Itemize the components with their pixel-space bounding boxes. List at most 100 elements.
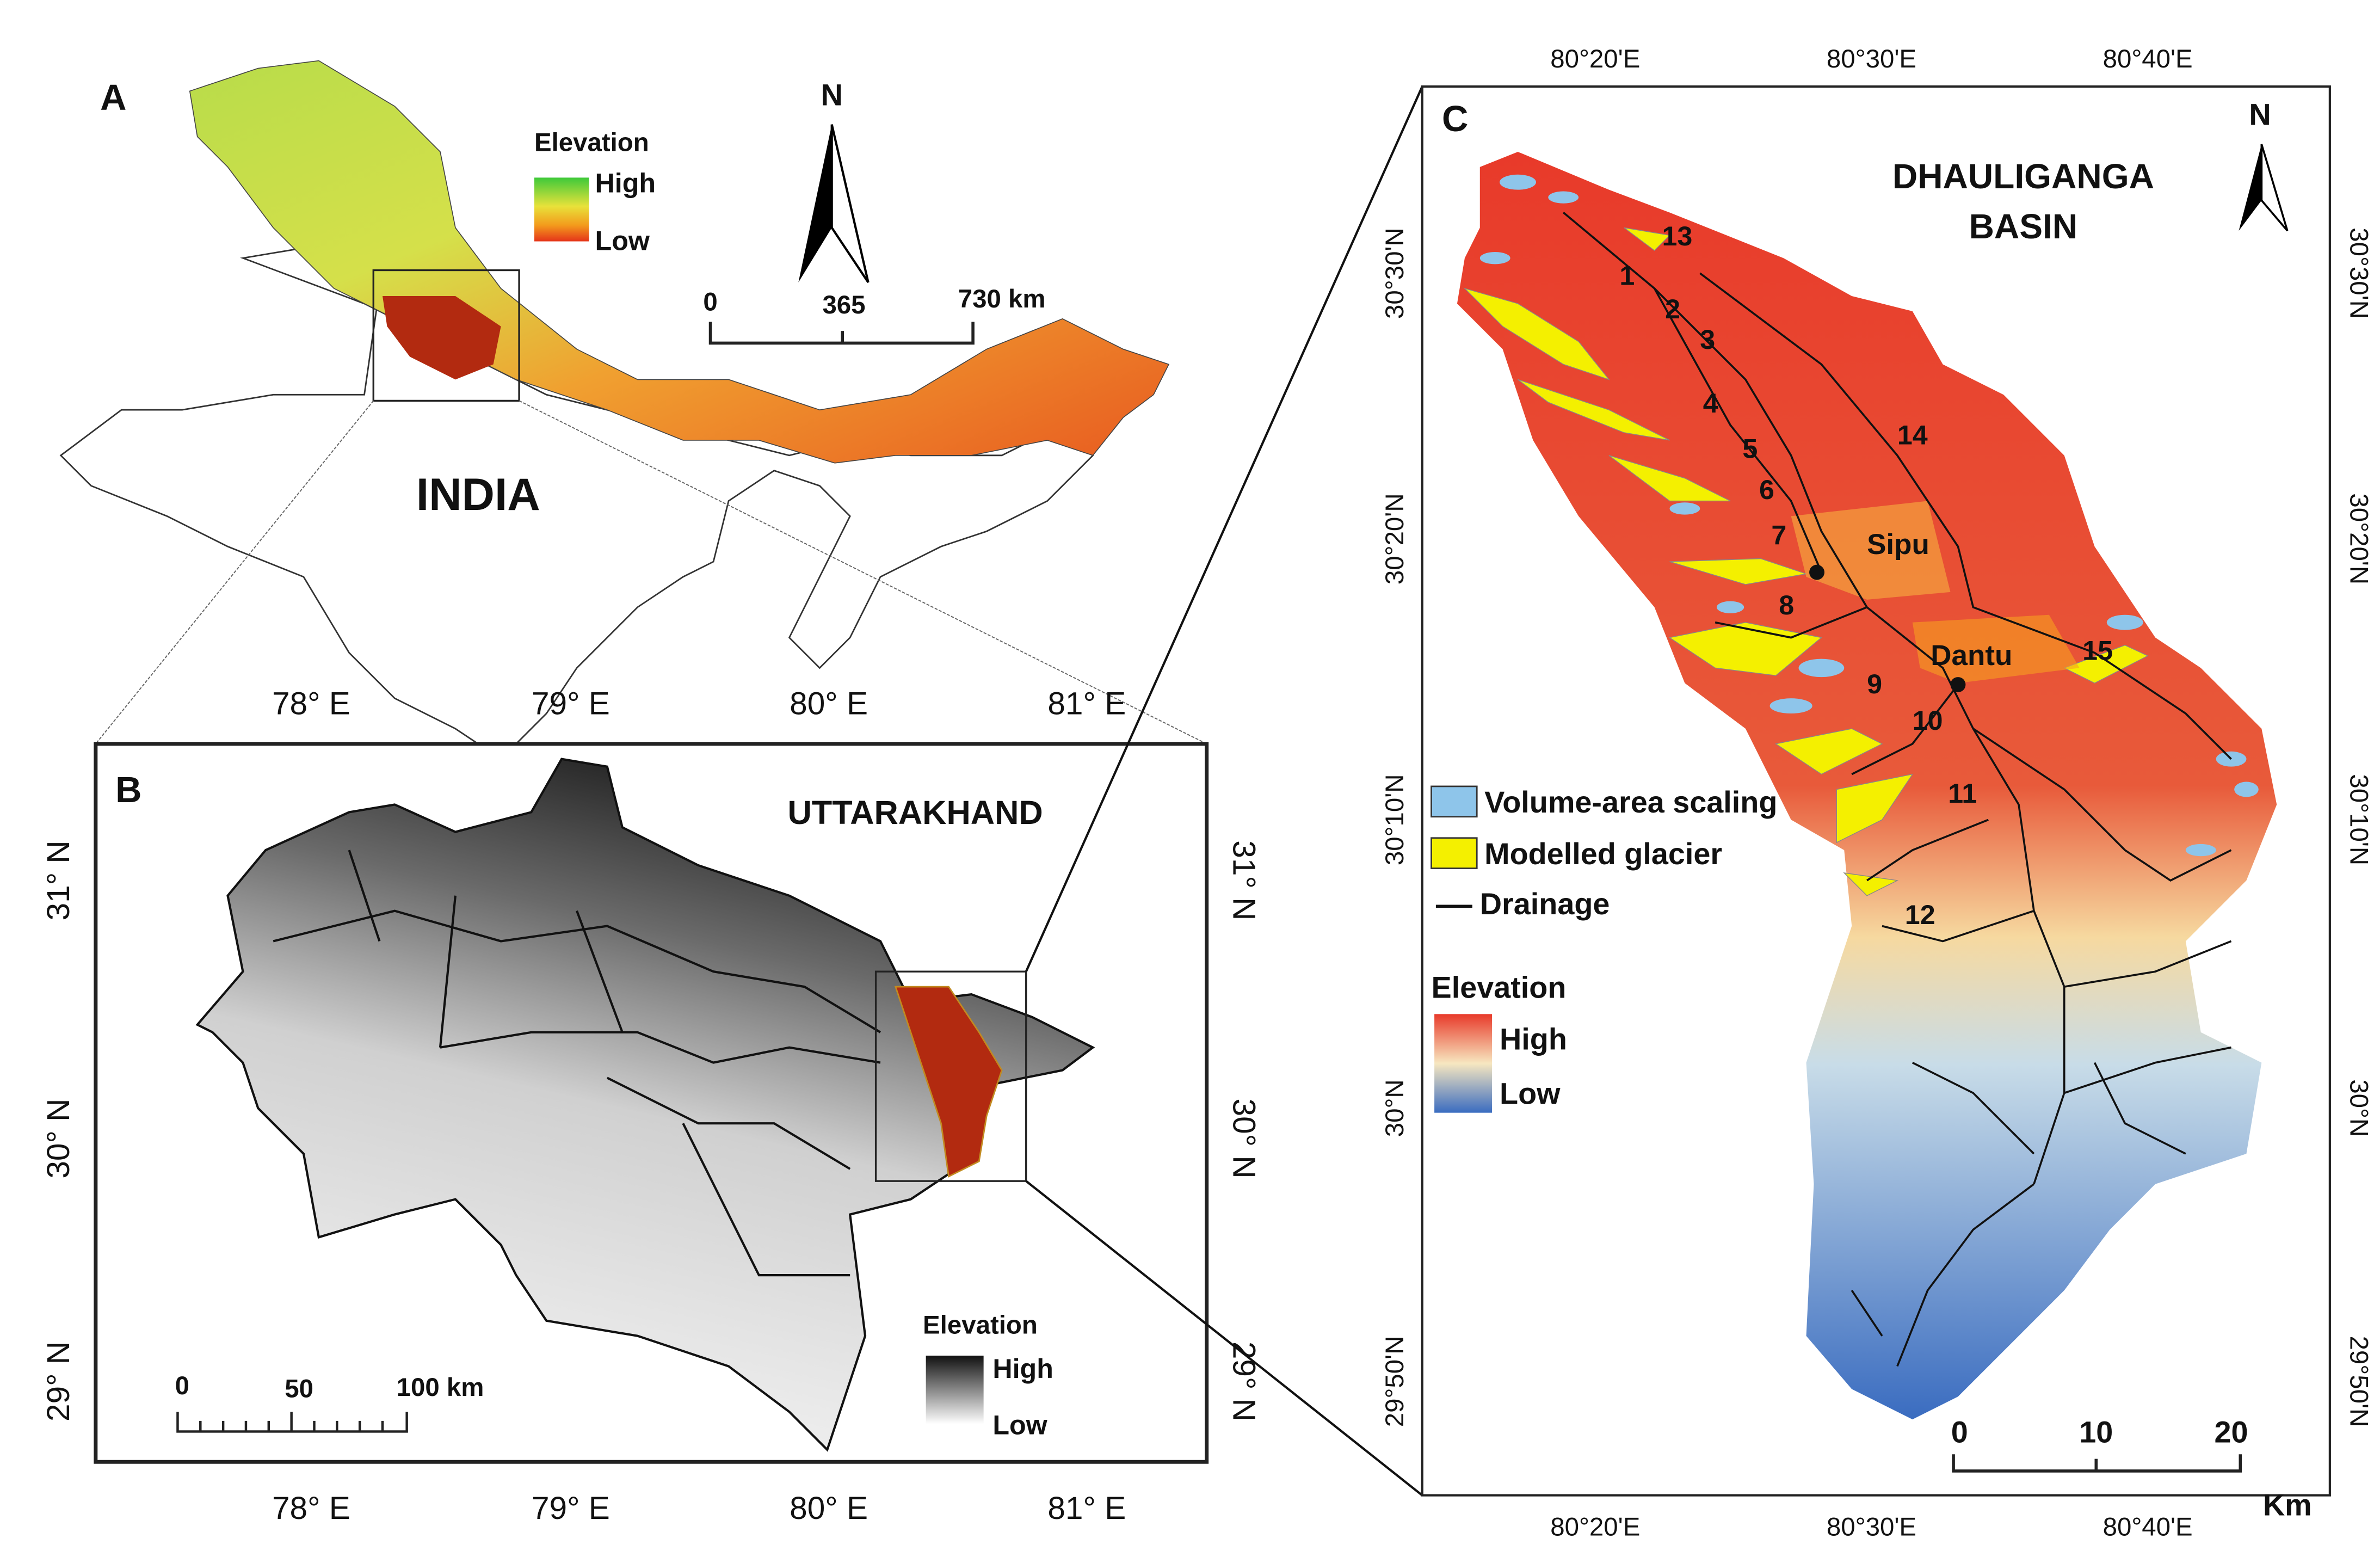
lon-tick-label: 80°40'E (2103, 1512, 2193, 1541)
glacier-number: 5 (1742, 434, 1758, 464)
glacier-number: 12 (1905, 900, 1935, 930)
scale-label: 365 (822, 291, 865, 319)
scale-bar (708, 322, 975, 345)
place-marker (1950, 677, 1966, 692)
place-label: Sipu (1867, 528, 1929, 561)
panel-b: B UTTARAKHAND Elevation High Low (94, 86, 1423, 1497)
inset-box (874, 970, 1027, 1182)
map-title: BASIN (1969, 207, 2078, 246)
inset-connector (1025, 1180, 1423, 1497)
basin-boundaries (273, 850, 881, 1277)
scale-label: 0 (175, 1371, 189, 1400)
lat-tick-label: 29° N (1226, 1342, 1261, 1422)
lat-tick-label: 30°N (2345, 1079, 2373, 1137)
country-label: INDIA (416, 469, 540, 520)
glacier-number: 4 (1703, 388, 1718, 419)
glacier-number: 3 (1700, 324, 1715, 355)
scale-label: 10 (2079, 1416, 2113, 1449)
lon-tick-label: 80°40'E (2103, 45, 2193, 73)
scale-label: 730 km (958, 285, 1046, 313)
lat-tick-label: 31° N (1226, 840, 1261, 920)
scale-label: 0 (703, 287, 717, 316)
legend-title: Elevation (923, 1310, 1038, 1339)
lat-tick-label: 30°N (1380, 1079, 1409, 1137)
lon-tick-label: 78° E (272, 686, 350, 722)
north-label: N (821, 78, 843, 112)
legend-low: Low (1500, 1077, 1561, 1111)
lon-tick-label: 80°30'E (1827, 45, 1916, 73)
lon-tick-label: 80° E (790, 686, 868, 722)
lat-tick-label: 30° N (41, 1099, 76, 1179)
sipu-highlight (1791, 501, 1951, 600)
lat-tick-label: 30°30'N (2345, 227, 2373, 319)
lon-tick-label: 80°20'E (1550, 1512, 1640, 1541)
legend-label: Volume-area scaling (1484, 785, 1777, 819)
legend-title: Elevation (1432, 970, 1567, 1004)
lon-tick-label: 81° E (1047, 1491, 1126, 1526)
lat-tick-label: 30°10'N (1380, 774, 1409, 865)
lat-tick-label: 30°20'N (1380, 493, 1409, 584)
glacier-number: 8 (1779, 590, 1794, 620)
legend-gradient (534, 177, 589, 242)
inset-connector (1025, 86, 1423, 973)
legend-gradient (1434, 1014, 1493, 1113)
india-outline (59, 242, 1094, 760)
legend-label: Modelled glacier (1484, 837, 1722, 871)
glacier-number: 9 (1867, 669, 1882, 699)
place-marker (1809, 564, 1824, 580)
glacier-number: 15 (2082, 636, 2113, 666)
lat-tick-label: 29° N (41, 1342, 76, 1422)
legend-swatch (1431, 785, 1478, 818)
glacier-number: 6 (1759, 475, 1774, 505)
glacier-number: 1 (1619, 261, 1635, 291)
lon-tick-label: 81° E (1047, 686, 1126, 722)
lon-tick-label: 79° E (532, 686, 610, 722)
lon-tick-label: 80°20'E (1550, 45, 1640, 73)
place-label: Dantu (1931, 639, 2012, 672)
legend-label: Drainage (1480, 887, 1610, 921)
legend-high: High (992, 1353, 1053, 1384)
glacier-number: 14 (1897, 420, 1928, 451)
lat-tick-label: 30°30'N (1380, 227, 1409, 319)
legend-swatch (1431, 837, 1478, 869)
panel-label: C (1442, 99, 1468, 139)
lat-tick-label: 30°10'N (2345, 774, 2373, 865)
panel-c: Sipu Dantu C DHAULIGANGA BASIN N Volume-… (1421, 85, 2331, 1497)
inset-box (372, 269, 520, 402)
lat-tick-label: 29°50'N (2345, 1336, 2373, 1427)
lat-tick-label: 30°20'N (2345, 493, 2373, 584)
region-label: UTTARAKHAND (788, 794, 1043, 832)
scale-label: 0 (1951, 1416, 1968, 1449)
scale-label: 50 (285, 1375, 313, 1404)
volume-area-glaciers (1479, 174, 2259, 857)
north-arrow (2239, 144, 2262, 231)
uttarakhand-highlight (383, 296, 501, 380)
legend-low: Low (595, 226, 650, 256)
glacier-number: 11 (1948, 778, 1977, 809)
lat-tick-label: 29°50'N (1380, 1336, 1409, 1427)
scale-bar (1952, 1454, 2242, 1473)
panel-a: A INDIA Elevation High Low N (59, 60, 1207, 760)
north-arrow (830, 124, 870, 283)
glacier-number: 7 (1771, 520, 1786, 551)
north-arrow (2260, 144, 2289, 232)
scale-label: 20 (2215, 1416, 2248, 1449)
legend-gradient (926, 1355, 984, 1424)
lat-tick-label: 31° N (41, 840, 76, 920)
scale-label: 100 km (397, 1373, 484, 1402)
glacier-number: 10 (1913, 705, 1943, 736)
inset-connector (519, 400, 1207, 744)
map-title: DHAULIGANGA (1892, 157, 2154, 196)
panel-label: A (100, 77, 126, 118)
lon-tick-label: 80°30'E (1827, 1512, 1916, 1541)
legend-high: High (1500, 1022, 1567, 1056)
legend-title: Elevation (534, 128, 649, 157)
himalaya-elevation (189, 60, 1170, 464)
inset-connector (95, 400, 374, 744)
scale-label: Km (2263, 1488, 2312, 1522)
basin-highlight (894, 986, 1003, 1178)
drainage (1563, 212, 2232, 1367)
glacier-number: 2 (1665, 294, 1680, 324)
